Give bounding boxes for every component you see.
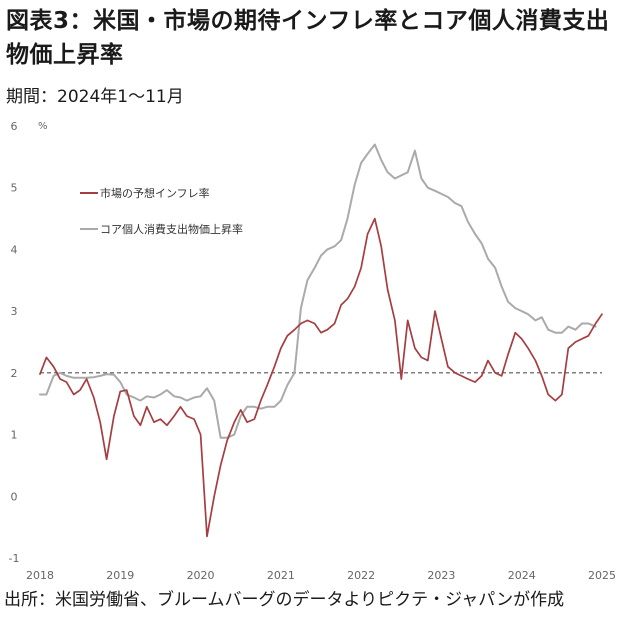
y-tick-label: -1 <box>9 552 20 565</box>
y-tick-label: 2 <box>11 367 18 380</box>
line-chart: 6 5 4 3 2 1 0 -1% 2018 2019 2020 2021 2022 2023 2024 20… <box>9 120 616 582</box>
x-tick-label: 2022 <box>347 569 375 582</box>
x-tick-label: 2019 <box>106 569 134 582</box>
legend-label-core-pce: コア個人消費支出物価上昇率 <box>100 222 243 236</box>
y-tick-label: 6 <box>11 120 18 133</box>
y-tick-label: 0 <box>11 490 18 503</box>
x-tick-label: 2018 <box>26 569 54 582</box>
x-tick-label: 2023 <box>427 569 455 582</box>
x-tick-label: 2020 <box>187 569 215 582</box>
series-layer <box>39 143 603 538</box>
y-tick-label: 5 <box>11 182 18 195</box>
y-tick-label: 1 <box>11 429 18 442</box>
series-line-market-expected-inflation <box>39 217 603 538</box>
y-tick-label: 4 <box>11 243 18 256</box>
x-tick-label: 2025 <box>588 569 616 582</box>
x-tick-label: 2024 <box>508 569 536 582</box>
source-note: 出所：米国労働省、ブルームバーグのデータよりピクテ・ジャパンが作成 <box>4 590 565 610</box>
page-title: 図表3：米国・市場の期待インフレ率とコア個人消費支出物価上昇率 <box>6 8 610 68</box>
axis-layer: 6 5 4 3 2 1 0 -1% 2018 2019 2020 2021 2022 2023 2024 20… <box>9 120 616 582</box>
x-tick-label: 2021 <box>267 569 295 582</box>
y-unit-label: % <box>38 121 48 132</box>
period-subtitle: 期間：2024年1～11月 <box>6 87 184 107</box>
series-line-core-pce <box>39 143 597 439</box>
legend-label-market: 市場の予想インフレ率 <box>100 186 210 200</box>
y-tick-label: 3 <box>11 305 18 318</box>
